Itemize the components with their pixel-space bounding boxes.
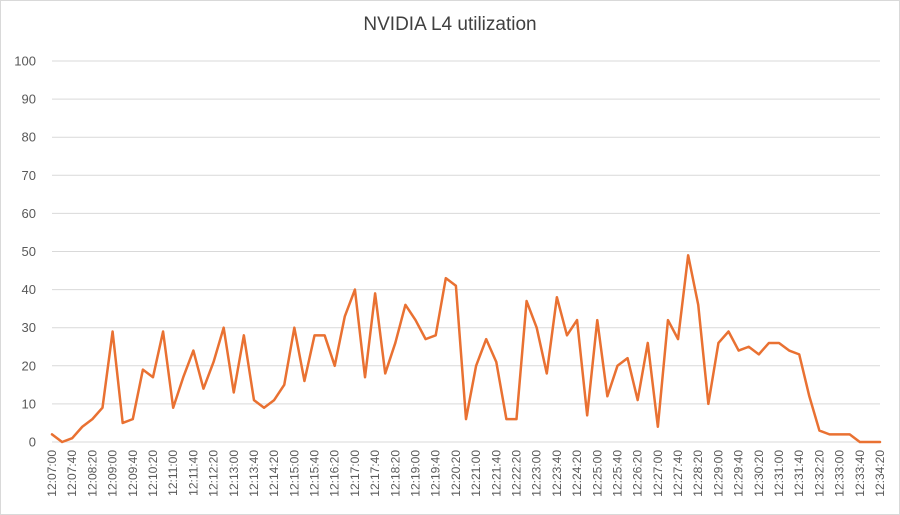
x-tick-label: 12:27:40 xyxy=(671,450,685,497)
y-tick-label: 40 xyxy=(22,282,36,297)
x-tick-label: 12:13:40 xyxy=(247,450,261,497)
series-line xyxy=(50,254,882,444)
x-tick-label: 12:27:00 xyxy=(651,450,665,497)
x-tick-label: 12:19:00 xyxy=(409,450,423,497)
gridlines xyxy=(52,60,880,443)
x-axis-tick-labels: 12:07:00 12:07:40 12:08:20 12:09:00 12:09:40… xyxy=(45,450,887,497)
x-tick-label: 12:09:40 xyxy=(126,450,140,497)
x-tick-label: 12:33:40 xyxy=(853,450,867,497)
x-tick-label: 12:26:20 xyxy=(631,450,645,497)
x-tick-label: 12:32:20 xyxy=(812,450,826,497)
x-tick-label: 12:24:20 xyxy=(570,450,584,497)
x-tick-label: 12:20:20 xyxy=(449,450,463,497)
x-tick-label: 12:11:40 xyxy=(186,450,200,496)
x-tick-label: 12:15:00 xyxy=(287,450,301,497)
y-tick-label: 60 xyxy=(22,206,36,221)
x-tick-label: 12:29:40 xyxy=(732,450,746,497)
x-tick-label: 12:18:20 xyxy=(388,450,402,497)
chart-title: NVIDIA L4 utilization xyxy=(363,14,537,35)
y-tick-label: 90 xyxy=(22,92,36,107)
x-tick-label: 12:34:20 xyxy=(873,450,887,497)
x-tick-label: 12:17:40 xyxy=(368,450,382,497)
x-tick-label: 12:29:00 xyxy=(711,450,725,497)
x-tick-label: 12:21:00 xyxy=(469,450,483,497)
x-tick-label: 12:15:40 xyxy=(308,450,322,497)
x-tick-label: 12:23:40 xyxy=(550,450,564,497)
y-tick-label: 30 xyxy=(22,320,36,335)
x-tick-label: 12:17:00 xyxy=(348,450,362,497)
x-tick-label: 12:31:40 xyxy=(792,450,806,497)
y-tick-label: 20 xyxy=(22,358,36,373)
x-tick-label: 12:28:20 xyxy=(691,450,705,497)
x-tick-label: 12:08:20 xyxy=(85,450,99,497)
y-tick-label: 70 xyxy=(22,168,36,183)
y-tick-label: 80 xyxy=(22,130,36,145)
x-tick-label: 12:23:00 xyxy=(530,450,544,497)
x-tick-label: 12:19:40 xyxy=(429,450,443,497)
y-tick-label: 0 xyxy=(29,435,36,450)
y-axis-tick-labels: 0 10 20 30 40 50 60 70 80 90 100 xyxy=(14,54,36,450)
x-tick-label: 12:09:00 xyxy=(106,450,120,497)
x-tick-label: 12:22:20 xyxy=(509,450,523,497)
x-tick-label: 12:13:00 xyxy=(227,450,241,497)
y-tick-label: 50 xyxy=(22,244,36,259)
x-tick-label: 12:31:00 xyxy=(772,450,786,497)
x-tick-label: 12:16:20 xyxy=(328,450,342,497)
y-tick-label: 100 xyxy=(14,54,36,69)
x-tick-label: 12:25:00 xyxy=(590,450,604,497)
x-tick-label: 12:12:20 xyxy=(207,450,221,497)
x-tick-label: 12:25:40 xyxy=(610,450,624,497)
x-tick-label: 12:33:00 xyxy=(833,450,847,497)
x-tick-label: 12:21:40 xyxy=(489,450,503,497)
x-tick-label: 12:10:20 xyxy=(146,450,160,497)
x-tick-label: 12:14:20 xyxy=(267,450,281,497)
x-tick-label: 12:07:40 xyxy=(65,450,79,497)
y-tick-label: 10 xyxy=(22,396,36,411)
x-tick-label: 12:07:00 xyxy=(45,450,59,497)
x-tick-label: 12:11:00 xyxy=(166,450,180,496)
x-tick-label: 12:30:20 xyxy=(752,450,766,497)
